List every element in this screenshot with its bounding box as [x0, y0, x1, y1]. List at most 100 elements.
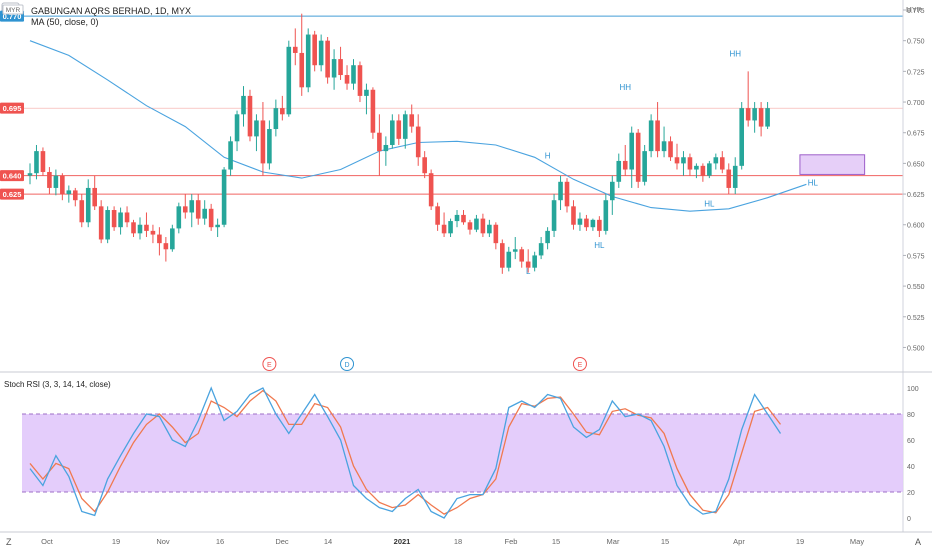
candle[interactable]	[629, 126, 635, 188]
candle[interactable]	[610, 175, 615, 215]
candle[interactable]	[409, 104, 415, 133]
candle[interactable]	[390, 114, 395, 149]
candle[interactable]	[208, 203, 214, 231]
candle[interactable]	[273, 99, 279, 137]
candle[interactable]	[584, 214, 589, 231]
event-marker[interactable]: E	[262, 357, 277, 371]
candle[interactable]	[448, 218, 453, 238]
candle[interactable]	[286, 40, 292, 117]
candle[interactable]	[150, 224, 156, 244]
candle[interactable]	[500, 239, 505, 274]
stoch-pane[interactable]: 100 80 60 40 20 0	[22, 386, 919, 523]
candle[interactable]	[40, 147, 46, 176]
candle[interactable]	[745, 71, 751, 127]
candle[interactable]	[124, 206, 130, 228]
candle[interactable]	[170, 224, 175, 252]
candle[interactable]	[694, 163, 699, 179]
candle[interactable]	[299, 13, 305, 96]
target-box[interactable]	[799, 154, 866, 175]
candle[interactable]	[312, 30, 317, 72]
candle[interactable]	[428, 169, 434, 211]
candle[interactable]	[60, 173, 65, 201]
zoom-toggle[interactable]: Z	[6, 537, 12, 547]
candle[interactable]	[551, 194, 557, 238]
candle[interactable]	[661, 126, 667, 158]
candle[interactable]	[131, 219, 136, 238]
candle[interactable]	[182, 194, 188, 219]
candle[interactable]	[66, 185, 72, 203]
candle[interactable]	[157, 227, 162, 256]
candle[interactable]	[655, 102, 660, 158]
candle[interactable]	[377, 114, 382, 176]
candle[interactable]	[577, 212, 583, 231]
candle[interactable]	[118, 207, 123, 235]
candle[interactable]	[707, 160, 712, 179]
candle[interactable]	[338, 46, 343, 80]
candle[interactable]	[590, 218, 596, 231]
candle[interactable]	[228, 136, 233, 176]
candle[interactable]	[739, 102, 744, 170]
candle[interactable]	[480, 213, 486, 238]
candle[interactable]	[512, 237, 518, 260]
candle[interactable]	[668, 136, 673, 161]
candle[interactable]	[597, 216, 602, 238]
candle[interactable]	[383, 136, 389, 166]
candle[interactable]	[435, 202, 440, 231]
candle[interactable]	[564, 178, 570, 213]
candle[interactable]	[571, 200, 576, 230]
candle[interactable]	[111, 206, 117, 231]
candle[interactable]	[72, 187, 78, 207]
candle[interactable]	[351, 59, 356, 90]
candle[interactable]	[396, 114, 402, 145]
candle[interactable]	[700, 163, 706, 182]
candle[interactable]	[47, 167, 52, 195]
candle[interactable]	[163, 237, 169, 262]
candle[interactable]	[732, 157, 738, 195]
candle[interactable]	[344, 65, 350, 90]
candle[interactable]	[98, 200, 104, 244]
candle[interactable]	[189, 194, 195, 228]
candle[interactable]	[726, 163, 732, 195]
candle[interactable]	[234, 110, 240, 152]
candle[interactable]	[758, 102, 764, 137]
candle[interactable]	[305, 28, 311, 93]
candle[interactable]	[260, 102, 266, 176]
candle[interactable]	[85, 179, 91, 228]
candle[interactable]	[53, 169, 59, 196]
candle[interactable]	[519, 246, 525, 268]
candle[interactable]	[195, 194, 201, 225]
candle[interactable]	[357, 61, 363, 103]
candle[interactable]	[34, 144, 39, 180]
candle[interactable]	[616, 153, 622, 188]
candle[interactable]	[648, 114, 654, 158]
candle[interactable]	[325, 36, 330, 84]
candle[interactable]	[202, 200, 207, 225]
candle[interactable]	[176, 202, 182, 234]
candle[interactable]	[318, 34, 324, 72]
candle[interactable]	[137, 217, 143, 240]
candle[interactable]	[267, 120, 272, 170]
candle[interactable]	[765, 102, 770, 130]
event-marker[interactable]: D	[340, 357, 355, 371]
candle[interactable]	[642, 144, 647, 186]
candle[interactable]	[331, 49, 337, 90]
candle[interactable]	[241, 86, 246, 127]
candle[interactable]	[461, 210, 466, 225]
candle[interactable]	[622, 144, 628, 176]
candle[interactable]	[487, 219, 492, 238]
event-marker[interactable]: E	[572, 357, 587, 371]
candle[interactable]	[370, 87, 376, 139]
candle[interactable]	[474, 214, 479, 233]
candle[interactable]	[558, 175, 563, 211]
candle[interactable]	[280, 95, 285, 121]
candle[interactable]	[674, 143, 680, 170]
candle[interactable]	[713, 153, 719, 170]
candle[interactable]	[221, 167, 227, 228]
candle[interactable]	[215, 218, 220, 238]
candle[interactable]	[27, 163, 33, 185]
candle[interactable]	[402, 110, 408, 149]
candle[interactable]	[467, 219, 473, 235]
candle[interactable]	[681, 151, 686, 176]
candle[interactable]	[538, 237, 544, 260]
